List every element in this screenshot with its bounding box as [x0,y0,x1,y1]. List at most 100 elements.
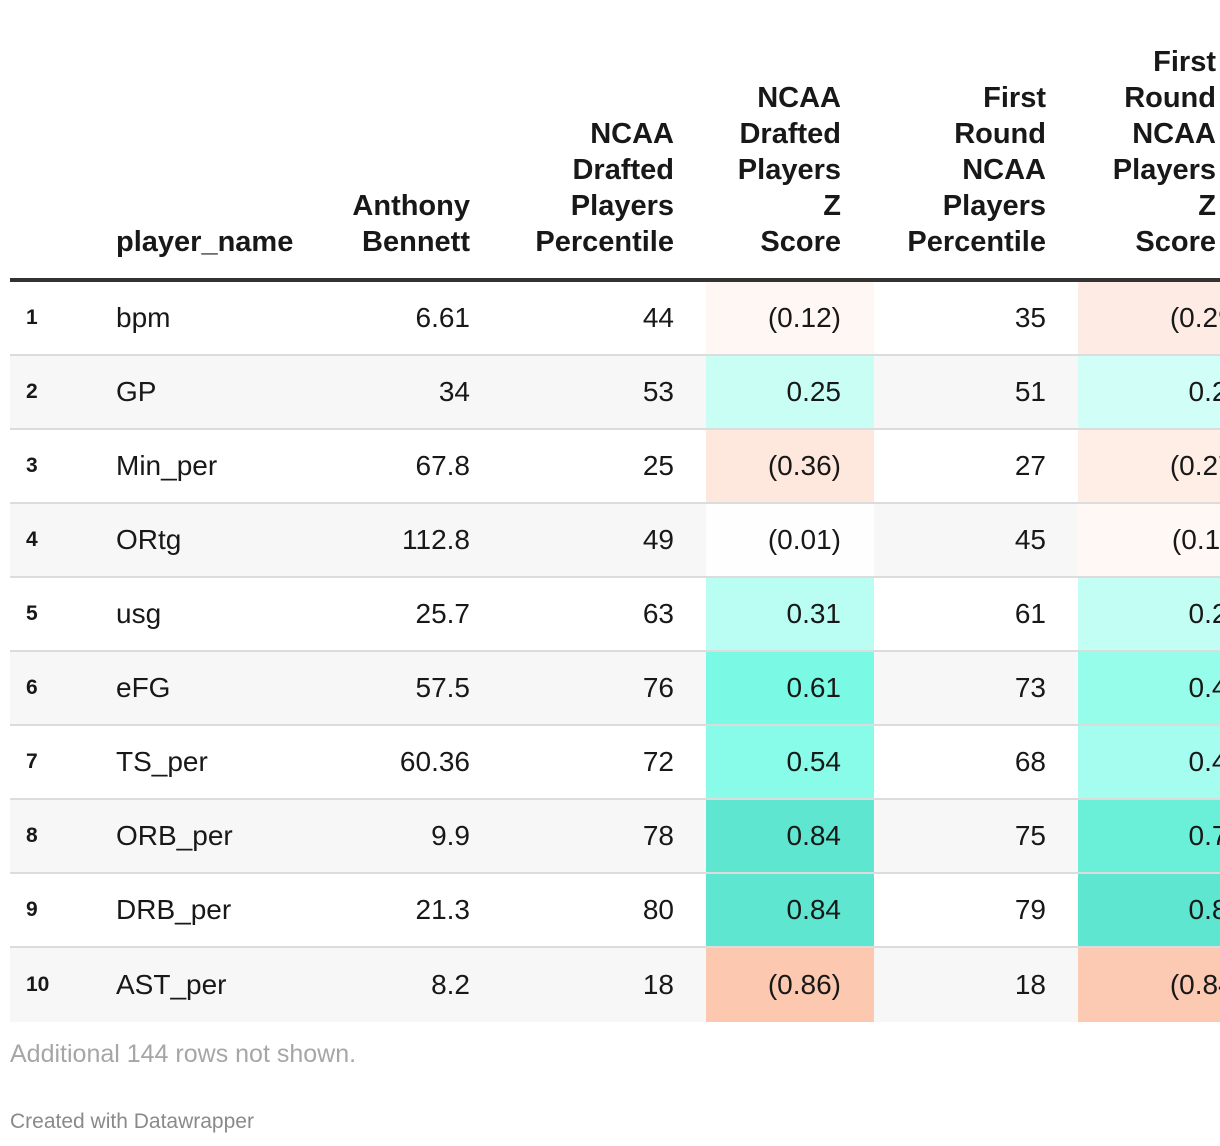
cell-z1: (0.36) [767,450,841,481]
cell-idx: 10 [26,973,50,996]
z-score-heat-cell [706,874,874,946]
table-header: player_name Anthony Bennett NCAA Drafted… [10,0,1220,280]
cell-pct2: 68 [1014,746,1046,777]
z-score-heat-cell [706,356,874,428]
cell-pct1: 18 [642,969,674,1000]
cell-pct2: 79 [1014,894,1046,925]
cell-z2: (0.11) [1171,524,1220,555]
cell-pct1: 80 [642,894,674,925]
cell-idx: 9 [26,898,38,921]
z-score-heat-cell [1078,726,1220,798]
z-score-heat-cell [706,504,874,576]
cell-idx: 2 [26,380,38,403]
z-score-heat-cell [706,726,874,798]
cell-pct2: 61 [1014,598,1046,629]
table-row: 5 usg 25.7 63 0.31 61 0.27 [10,578,1220,652]
table-row: 6 eFG 57.5 76 0.61 73 0.47 [10,652,1220,726]
z-score-heat-cell [706,948,874,1022]
z-score-heat-cell [1078,356,1220,428]
header-player-name: player_name [116,226,294,258]
header-drafted-percentile: NCAA Drafted Players Percentile [535,118,674,258]
cell-pct2: 45 [1014,524,1046,555]
cell-val: 21.3 [415,894,471,925]
cell-idx: 1 [26,306,38,329]
cell-name: usg [116,598,162,629]
z-score-heat-cell [706,282,874,354]
cell-pct1: 49 [642,524,674,555]
table-row: 8 ORB_per 9.9 78 0.84 75 0.74 [10,800,1220,874]
cell-pct2: 75 [1014,820,1046,851]
cell-pct1: 53 [642,376,674,407]
cell-z1: 0.54 [786,746,842,777]
cell-idx: 5 [26,602,38,625]
cell-pct2: 51 [1014,376,1046,407]
z-score-heat-cell [1078,430,1220,502]
cell-pct2: 18 [1014,969,1046,1000]
header-drafted-z-score: NCAA Drafted Players Z Score [737,82,841,258]
cell-z1: (0.01) [767,524,841,555]
cell-name: ORtg [116,524,182,555]
table-row: 9 DRB_per 21.3 80 0.84 79 0.84 [10,874,1220,948]
cell-name: AST_per [116,969,227,1000]
header-divider [10,278,1220,282]
z-score-heat-cell [1078,874,1220,946]
z-score-heat-cell [1078,504,1220,576]
cell-name: bpm [116,302,171,333]
cell-z2: 0.41 [1188,746,1220,777]
cell-name: TS_per [116,746,208,777]
header-anthony-bennett: Anthony Bennett [352,190,470,258]
cell-z1: 0.31 [786,598,842,629]
cell-z2: 0.27 [1188,598,1220,629]
z-score-heat-cell [1078,282,1220,354]
cell-pct1: 25 [642,450,674,481]
cell-pct1: 76 [642,672,674,703]
cell-idx: 4 [26,528,38,551]
cell-name: ORB_per [116,820,233,851]
cell-val: 8.2 [431,969,470,1000]
table-row: 1 bpm 6.61 44 (0.12) 35 (0.29) [10,282,1220,356]
cell-idx: 7 [26,750,38,773]
cell-z2: 0.74 [1188,820,1220,851]
cell-z1: (0.86) [767,969,841,1000]
cell-z2: 0.47 [1188,672,1220,703]
table-row: 10 AST_per 8.2 18 (0.86) 18 (0.84) [10,948,1220,1022]
z-score-heat-cell [1078,948,1220,1022]
cell-name: Min_per [116,450,218,481]
table-chart: player_name Anthony Bennett NCAA Drafted… [10,0,1220,1146]
cell-val: 67.8 [415,450,471,481]
cell-name: GP [116,376,157,407]
cell-idx: 8 [26,824,38,847]
cell-z2: (0.29) [1169,302,1220,333]
cell-pct1: 72 [642,746,674,777]
header-first-round-z-score: First Round NCAA Players Z Score [1112,46,1216,258]
cell-pct1: 44 [642,302,674,333]
cell-z1: (0.12) [767,302,841,333]
cell-z1: 0.61 [786,672,842,703]
z-score-heat-cell [1078,578,1220,650]
table-row: 4 ORtg 112.8 49 (0.01) 45 (0.11) [10,504,1220,578]
table-row: 2 GP 34 53 0.25 51 0.21 [10,356,1220,430]
cell-z1: 0.25 [786,376,842,407]
cell-pct2: 27 [1014,450,1046,481]
z-score-heat-cell [1078,800,1220,872]
rows-not-shown-note: Additional 144 rows not shown. [10,1040,357,1068]
cell-val: 60.36 [399,746,470,777]
cell-z1: 0.84 [786,894,842,925]
datawrapper-credit: Created with Datawrapper [10,1110,254,1133]
z-score-heat-cell [706,800,874,872]
cell-idx: 3 [26,454,38,477]
cell-val: 112.8 [402,524,470,555]
header-first-round-percentile: First Round NCAA Players Percentile [907,82,1046,258]
cell-pct1: 63 [642,598,674,629]
table-row: 7 TS_per 60.36 72 0.54 68 0.41 [10,726,1220,800]
cell-val: 6.61 [415,302,471,333]
cell-val: 57.5 [415,672,471,703]
cell-val: 9.9 [431,820,470,851]
cell-name: DRB_per [116,894,232,925]
table-body: 1bpm6.6144(0.12)35(0.29)2GP34530.25510.2… [10,282,1220,1022]
cell-pct2: 35 [1014,302,1046,333]
cell-z2: (0.84) [1169,969,1220,1000]
cell-val: 34 [438,376,470,407]
cell-z2: (0.27) [1169,450,1220,481]
cell-z2: 0.84 [1188,894,1220,925]
